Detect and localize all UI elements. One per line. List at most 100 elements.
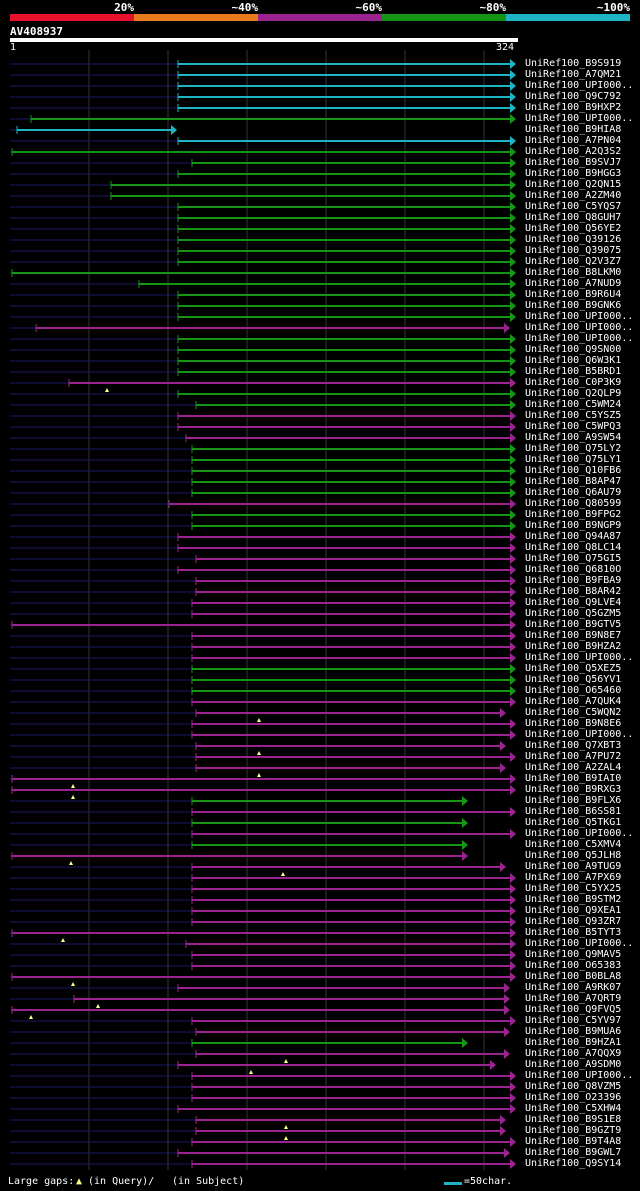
hit-row[interactable] xyxy=(10,488,516,498)
hit-label[interactable]: UniRef100_Q9SN00 xyxy=(525,344,622,355)
hit-label[interactable]: UniRef100_B9IAI0 xyxy=(525,773,622,784)
hit-label[interactable]: UniRef100_B9HZA2 xyxy=(525,641,622,652)
hit-label[interactable]: UniRef100_Q75GI5 xyxy=(525,553,622,564)
hit-label[interactable]: UniRef100_Q5XEZ5 xyxy=(525,663,622,674)
hit-label[interactable]: UniRef100_UPI000.. xyxy=(525,1070,634,1081)
hit-label[interactable]: UniRef100_Q2QN15 xyxy=(525,179,622,190)
hit-row[interactable] xyxy=(10,1159,516,1169)
hit-row[interactable] xyxy=(10,631,516,641)
hit-row[interactable] xyxy=(10,708,506,722)
hit-row[interactable] xyxy=(10,499,516,509)
hit-row[interactable] xyxy=(10,466,516,476)
hit-row[interactable] xyxy=(10,664,516,674)
hit-row[interactable] xyxy=(10,741,506,755)
hit-label[interactable]: UniRef100_B9SVJ7 xyxy=(525,157,622,168)
hit-row[interactable] xyxy=(10,928,516,942)
hit-label[interactable]: UniRef100_B9T4A8 xyxy=(525,1136,622,1147)
hit-label[interactable]: UniRef100_UPI000.. xyxy=(525,828,634,839)
hit-label[interactable]: UniRef100_Q2QLP9 xyxy=(525,388,622,399)
hit-label[interactable]: UniRef100_A2ZM40 xyxy=(525,190,622,201)
hit-row[interactable] xyxy=(10,884,516,894)
hit-row[interactable] xyxy=(10,411,516,421)
hit-row[interactable] xyxy=(10,1060,496,1074)
hit-label[interactable]: UniRef100_C5YQS7 xyxy=(525,201,622,212)
hit-label[interactable]: UniRef100_C5YX25 xyxy=(525,883,622,894)
hit-label[interactable]: UniRef100_Q75LY2 xyxy=(525,443,622,454)
hit-label[interactable]: UniRef100_Q8VZM5 xyxy=(525,1081,622,1092)
hit-row[interactable] xyxy=(10,521,516,531)
hit-label[interactable]: UniRef100_A2ZAL4 xyxy=(525,762,622,773)
hit-label[interactable]: UniRef100_B8LKM0 xyxy=(525,267,622,278)
hit-label[interactable]: UniRef100_UPI000.. xyxy=(525,80,634,91)
hit-row[interactable] xyxy=(10,191,516,201)
hit-row[interactable] xyxy=(10,917,516,927)
hit-label[interactable]: UniRef100_B9N8E6 xyxy=(525,718,622,729)
hit-label[interactable]: UniRef100_O65383 xyxy=(525,960,622,971)
hit-label[interactable]: UniRef100_B9GWL7 xyxy=(525,1147,622,1158)
hit-row[interactable] xyxy=(10,92,516,102)
hit-label[interactable]: UniRef100_Q39075 xyxy=(525,245,622,256)
hit-row[interactable] xyxy=(10,290,516,300)
hit-label[interactable]: UniRef100_B9GZT9 xyxy=(525,1125,622,1136)
hit-row[interactable] xyxy=(10,323,510,333)
hit-label[interactable]: UniRef100_UPI000.. xyxy=(525,652,634,663)
hit-row[interactable] xyxy=(10,147,516,157)
hit-label[interactable]: UniRef100_B9GTV5 xyxy=(525,619,622,630)
hit-row[interactable] xyxy=(10,180,516,190)
hit-row[interactable] xyxy=(10,400,516,410)
hit-row[interactable] xyxy=(10,829,516,839)
hit-row[interactable] xyxy=(10,70,516,80)
hit-label[interactable]: UniRef100_Q8LC14 xyxy=(525,542,622,553)
hit-row[interactable] xyxy=(10,1104,516,1114)
hit-label[interactable]: UniRef100_B0BLA8 xyxy=(525,971,622,982)
hit-label[interactable]: UniRef100_A7PU72 xyxy=(525,751,622,762)
hit-label[interactable]: UniRef100_C5YSZ5 xyxy=(525,410,622,421)
hit-label[interactable]: UniRef100_Q75LY1 xyxy=(525,454,622,465)
hit-row[interactable] xyxy=(10,1148,510,1158)
hit-label[interactable]: UniRef100_B9FLX6 xyxy=(525,795,622,806)
hit-label[interactable]: UniRef100_Q5JLH8 xyxy=(525,850,622,861)
hit-row[interactable] xyxy=(10,939,516,949)
hit-label[interactable]: UniRef100_A9SDM0 xyxy=(525,1059,622,1070)
hit-row[interactable] xyxy=(10,1049,510,1063)
hit-label[interactable]: UniRef100_Q6810O xyxy=(525,564,622,575)
hit-label[interactable]: UniRef100_C5WPQ3 xyxy=(525,421,622,432)
hit-label[interactable]: UniRef100_Q6AU79 xyxy=(525,487,622,498)
hit-label[interactable]: UniRef100_UPI000.. xyxy=(525,729,634,740)
hit-row[interactable] xyxy=(10,433,516,443)
hit-label[interactable]: UniRef100_Q9MAV5 xyxy=(525,949,622,960)
hit-row[interactable] xyxy=(10,1082,516,1092)
hit-label[interactable]: UniRef100_A9RK07 xyxy=(525,982,622,993)
hit-row[interactable] xyxy=(10,532,516,542)
hit-label[interactable]: UniRef100_B8AP47 xyxy=(525,476,622,487)
hit-label[interactable]: UniRef100_Q9XEA1 xyxy=(525,905,622,916)
hit-label[interactable]: UniRef100_Q2V3Z7 xyxy=(525,256,622,267)
hit-label[interactable]: UniRef100_UPI000.. xyxy=(525,938,634,949)
hit-row[interactable] xyxy=(10,114,516,124)
hit-label[interactable]: UniRef100_Q9LVE4 xyxy=(525,597,622,608)
hit-row[interactable] xyxy=(10,587,516,597)
hit-row[interactable] xyxy=(10,697,516,707)
hit-row[interactable] xyxy=(10,510,516,520)
hit-row[interactable] xyxy=(10,851,468,865)
hit-label[interactable]: UniRef100_B9R6U4 xyxy=(525,289,622,300)
hit-row[interactable] xyxy=(10,895,516,905)
hit-row[interactable] xyxy=(10,620,516,630)
hit-label[interactable]: UniRef100_B9STM2 xyxy=(525,894,622,905)
hit-row[interactable] xyxy=(10,1038,468,1048)
hit-row[interactable] xyxy=(10,686,516,696)
hit-row[interactable] xyxy=(10,235,516,245)
hit-label[interactable]: UniRef100_B9S1E8 xyxy=(525,1114,622,1125)
hit-row[interactable] xyxy=(10,136,516,146)
hit-label[interactable]: UniRef100_B5BRD1 xyxy=(525,366,622,377)
hit-row[interactable] xyxy=(10,554,516,564)
hit-label[interactable]: UniRef100_B9NGP9 xyxy=(525,520,622,531)
hit-row[interactable] xyxy=(10,730,516,740)
hit-label[interactable]: UniRef100_C5XMV4 xyxy=(525,839,622,850)
hit-label[interactable]: UniRef100_UPI000.. xyxy=(525,311,634,322)
hit-row[interactable] xyxy=(10,906,516,916)
hit-label[interactable]: UniRef100_C5YV97 xyxy=(525,1015,622,1026)
hit-row[interactable] xyxy=(10,950,516,960)
hit-row[interactable] xyxy=(10,81,516,91)
hit-label[interactable]: UniRef100_Q93ZR7 xyxy=(525,916,622,927)
